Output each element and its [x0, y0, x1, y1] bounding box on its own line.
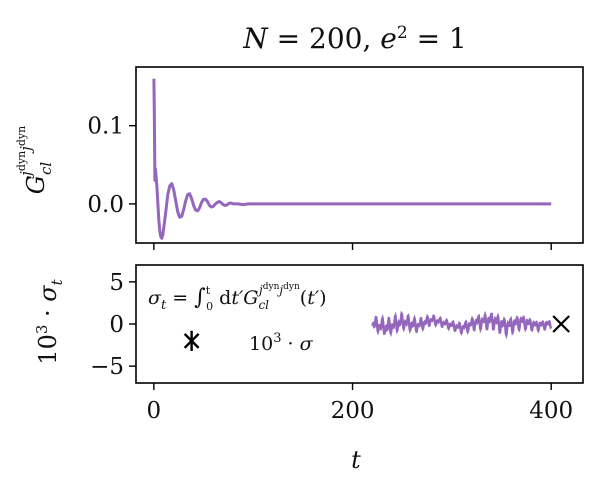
bottom-x-tick-label: 0 [147, 398, 162, 424]
bottom-y-tick-label: 0 [109, 312, 124, 338]
marker-asterisk-sigma [183, 330, 200, 351]
top-y-tick-label: 0.1 [87, 114, 124, 140]
annotation-sigma-marker-label: 103 · σ [249, 331, 314, 355]
top-panel: 0.0 0.1 Gcljdynjdyn [15, 66, 584, 250]
series-line-correlator [152, 78, 552, 240]
top-plot-frame [135, 66, 584, 244]
top-y-axis-label: Gcljdynjdyn [15, 126, 55, 194]
marker-x [552, 315, 570, 333]
bottom-y-tick-label: 5 [109, 270, 124, 296]
top-y-ticks: 0.0 0.1 [87, 114, 136, 218]
bottom-x-tick-label: 200 [331, 398, 375, 424]
bottom-y-ticks: −5 0 5 [90, 270, 136, 380]
series-band-sigma-t [371, 310, 553, 340]
bottom-y-tick-label: −5 [90, 354, 124, 380]
chart-title: N = 200, e2 = 1 [242, 22, 467, 55]
top-x-ticks [153, 243, 552, 250]
bottom-x-ticks: 0 200 400 [147, 383, 573, 424]
top-y-tick-label: 0.0 [87, 192, 124, 218]
bottom-panel: −5 0 5 0 200 400 σt = ∫t 0 dt′Gcljdynjdyn(t′)… [33, 264, 584, 474]
annotation-sigma-definition: σt = ∫t 0 dt′Gcljdynjdyn(t′) [148, 282, 327, 313]
svg-text:103 · σt: 103 · σt [33, 278, 66, 364]
bottom-x-tick-label: 400 [529, 398, 573, 424]
bottom-y-axis-label: 103 · σt [33, 278, 66, 364]
bottom-markers [183, 315, 570, 351]
svg-text:Gcljdynjdyn: Gcljdynjdyn [15, 126, 55, 194]
bottom-x-axis-label: t [351, 446, 361, 474]
